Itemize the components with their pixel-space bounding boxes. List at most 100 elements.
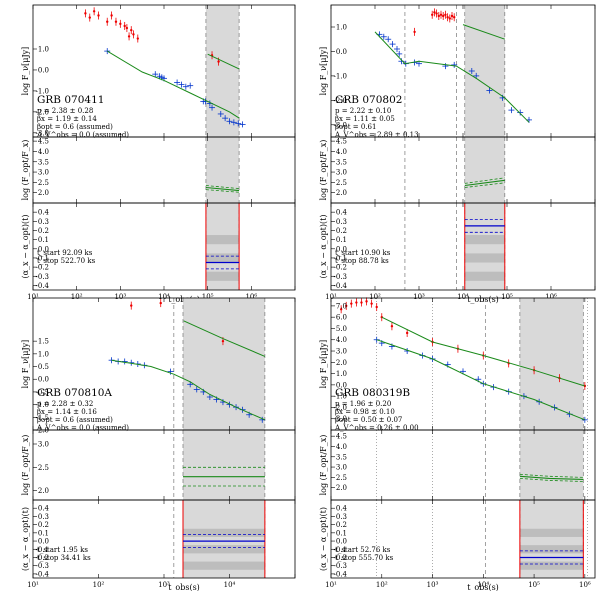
fit-parameter: A_V^obs = 2.89 ± 0.13 <box>334 131 419 139</box>
error-band <box>205 253 240 263</box>
x-tick-label: 10³ <box>413 293 425 301</box>
x-tick-label: 10⁴ <box>158 293 170 301</box>
y-tick-label: -2.0 <box>334 404 348 412</box>
axes-frame <box>32 202 296 291</box>
y-tick-label: -0.4 <box>36 282 50 290</box>
axes-frame <box>330 202 596 291</box>
error-band <box>464 235 505 245</box>
optical-marker <box>130 304 133 307</box>
x-axis-label: t_obs(s) <box>467 295 499 304</box>
x-tick-label: 10³ <box>427 581 439 589</box>
y-tick-label: 4.0 <box>336 148 347 156</box>
y-tick-label: 1.0 <box>336 24 347 32</box>
y-tick-label: 7.0 <box>336 302 347 310</box>
optical-marker <box>413 30 416 34</box>
y-tick-label: 0.3 <box>38 513 49 521</box>
fit-window-shade <box>182 430 265 500</box>
y-tick-label: 3.0 <box>38 169 49 177</box>
y-tick-label: -1.0 <box>36 401 50 409</box>
y-tick-label: 2.0 <box>336 189 347 197</box>
x-tick-label: 10⁵ <box>528 581 540 589</box>
error-band <box>464 271 505 281</box>
fit-parameter: A_V^obs = 0.0 (assumed) <box>36 424 129 432</box>
optical-model-line <box>207 53 240 70</box>
optical-marker <box>439 13 443 16</box>
y-tick-label: 0.0 <box>336 381 347 389</box>
y-tick-label: 0.3 <box>336 218 347 226</box>
y-tick-label: -0.3 <box>36 562 50 570</box>
y-tick-label: -0.1 <box>36 546 50 554</box>
y-tick-label: 1.0 <box>38 46 49 54</box>
y-axis-label: log (F_opt/F_x) <box>319 435 328 496</box>
y-tick-label: -0.3 <box>334 562 348 570</box>
y-tick-label: 2.5 <box>38 464 49 472</box>
grb-title: GRB 070810A <box>37 387 112 399</box>
xray-model-line <box>376 339 585 421</box>
optical-marker <box>106 20 109 23</box>
optical-marker <box>442 14 445 18</box>
x-tick-label: 10⁴ <box>477 581 489 589</box>
optical-model-line <box>462 24 505 40</box>
ratio-lower-line <box>205 189 240 193</box>
x-tick-label: 10⁶ <box>245 293 257 301</box>
y-axis-label: (α_x − α_opt)(t) <box>319 507 328 571</box>
fit-window-shade <box>182 298 265 430</box>
y-tick-label: -1.5 <box>36 414 50 422</box>
y-tick-label: -0.2 <box>334 554 348 562</box>
y-tick-label: 3.5 <box>38 158 49 166</box>
grb-title: GRB 070802 <box>335 94 402 106</box>
optical-marker <box>114 20 118 23</box>
fit-parameter: A_V^obs = 0.0 (assumed) <box>36 131 129 139</box>
y-tick-label: -0.2 <box>36 264 50 272</box>
y-tick-label: -0.4 <box>36 570 50 578</box>
optical-marker <box>448 17 451 20</box>
error-band <box>464 253 505 263</box>
panel-2: 1.0 0.0 -1.0 -2.0 -3.0 log F_ν[μJy] 2.0 2.5 3.0 3… <box>319 4 596 304</box>
x-tick-label: 10⁴ <box>457 293 469 301</box>
axes-frame <box>330 136 596 204</box>
time-window-label: t_stop 88.78 ks <box>335 257 389 265</box>
y-tick-label: -1.0 <box>36 87 50 95</box>
y-tick-label: 0.1 <box>38 529 49 537</box>
optical-marker <box>360 301 363 304</box>
y-tick-label: 0.4 <box>336 209 348 217</box>
y-tick-label: 1.0 <box>336 370 347 378</box>
y-tick-label: 2.0 <box>38 487 49 495</box>
optical-marker <box>370 302 373 305</box>
y-tick-label: 3.5 <box>336 453 347 461</box>
y-tick-label: 0.0 <box>38 376 49 384</box>
y-tick-label: 4.0 <box>38 148 49 156</box>
fit-parameter: p = 2.28 ± 0.32 <box>37 400 93 408</box>
y-tick-label: 1.5 <box>38 338 49 346</box>
y-axis-label: (α_x − α_opt)(t) <box>319 215 328 279</box>
y-axis-label: log F_ν[μJy] <box>21 340 30 389</box>
y-tick-label: -0.4 <box>334 282 348 290</box>
x-tick-label: 10⁵ <box>202 293 214 301</box>
y-tick-label: -1.0 <box>334 393 348 401</box>
optical-marker <box>453 16 456 19</box>
x-tick-label: 10⁵ <box>501 293 513 301</box>
grb-title: GRB 070411 <box>37 94 104 106</box>
xray-model-line <box>374 31 530 123</box>
y-axis-label: log F_ν[μJy] <box>319 340 328 389</box>
optical-marker <box>375 305 378 309</box>
y-tick-label: -0.1 <box>334 546 348 554</box>
optical-marker <box>345 304 348 308</box>
y-tick-label: 2.0 <box>336 359 347 367</box>
y-tick-label: -2.0 <box>334 97 348 105</box>
fit-parameter: p = 1.96 ± 0.20 <box>335 400 391 408</box>
y-tick-label: 0.1 <box>336 529 347 537</box>
x-tick-label: 10² <box>376 581 388 589</box>
fit-parameter: βopt = 0.6 (assumed) <box>37 416 113 424</box>
x-tick-label: 10¹ <box>27 293 39 301</box>
y-tick-label: 0.2 <box>336 521 347 529</box>
y-tick-label: 3.0 <box>336 348 347 356</box>
xray-model-line <box>111 359 266 421</box>
optical-marker <box>110 14 113 17</box>
optical-marker <box>127 35 131 38</box>
y-tick-label: 2.5 <box>336 474 347 482</box>
optical-marker <box>130 28 133 32</box>
y-tick-label: -3.0 <box>334 415 348 423</box>
y-tick-label: -0.3 <box>36 273 50 281</box>
